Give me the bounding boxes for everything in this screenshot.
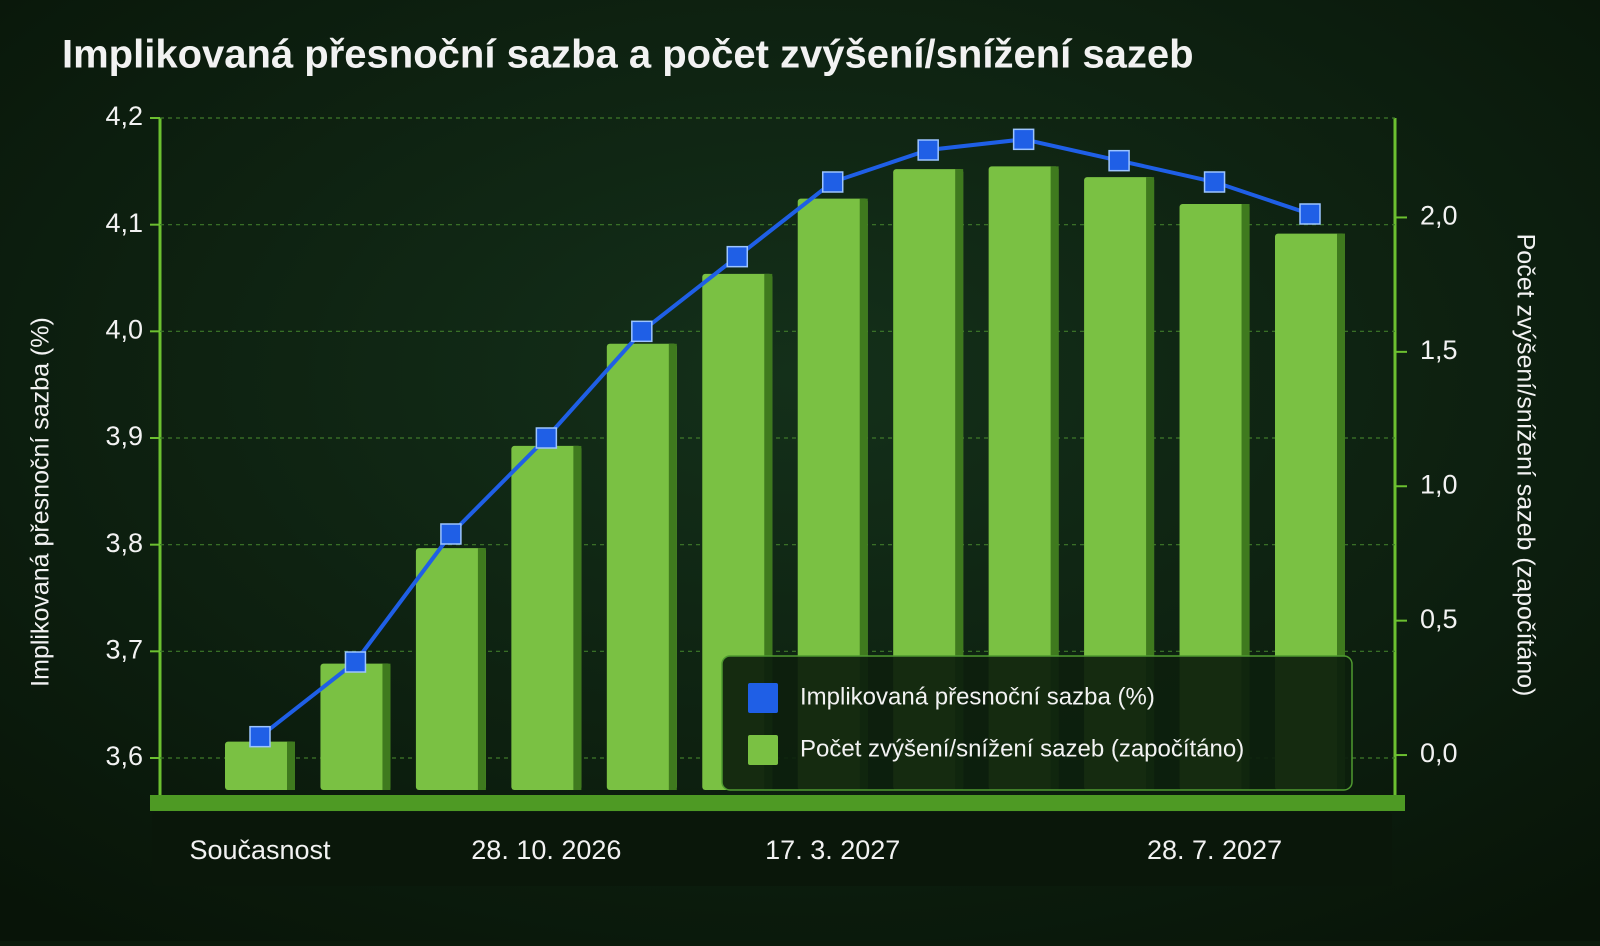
y-tick-label: 3,9 [105, 421, 143, 451]
line-marker [344, 651, 367, 673]
line-marker [1012, 128, 1035, 151]
bar-shade [668, 343, 677, 790]
legend-label: Implikovaná přesnoční sazba (%) [800, 683, 1155, 710]
y2-tick-label: 0,0 [1420, 738, 1458, 768]
bar [415, 548, 486, 790]
bar [511, 445, 582, 790]
y2-tick-label: 2,0 [1420, 201, 1458, 231]
y-tick-label: 4,1 [105, 208, 143, 238]
line-marker [1299, 203, 1321, 225]
bar-shade [1241, 204, 1250, 791]
bar-shade [287, 741, 295, 790]
bar [1084, 177, 1155, 791]
x-tick-label: 28. 7. 2027 [1147, 835, 1282, 865]
bar [225, 741, 295, 790]
bar-shade [859, 198, 868, 790]
line-marker [535, 427, 558, 449]
bar [320, 663, 391, 790]
line-marker [917, 139, 939, 161]
base-platform [150, 795, 1405, 811]
bar-shade [955, 169, 964, 790]
legend: Implikovaná přesnoční sazba (%) Počet zvý… [721, 655, 1353, 791]
y-axis-title: Implikovaná přesnoční sazba (%) [27, 317, 55, 687]
line-marker [726, 245, 749, 268]
y2-axis-title: Počet zvýšení/snížení sazeb (započítáno) [1511, 234, 1539, 697]
y-tick-label: 3,8 [105, 528, 143, 558]
bar-shade [477, 548, 486, 790]
bar [988, 166, 1059, 790]
bar [1179, 204, 1250, 791]
bar-shade [382, 663, 391, 790]
y-tick-label: 3,7 [105, 634, 143, 664]
bar [1275, 233, 1345, 791]
x-tick-label: 17. 3. 2027 [765, 835, 900, 865]
chart-title: Implikovaná přesnoční sazba a počet zvýš… [62, 33, 1194, 77]
legend-swatch [748, 683, 778, 713]
bar [606, 343, 677, 790]
y2-tick-label: 1,5 [1420, 335, 1458, 365]
y-tick-label: 4,0 [105, 314, 143, 344]
bar-shade [573, 445, 582, 790]
bar-shade [1337, 233, 1345, 791]
y-tick-label: 4,2 [105, 101, 143, 131]
y2-tick-label: 0,5 [1420, 604, 1458, 634]
bar-shade [1050, 166, 1059, 790]
bar [797, 198, 868, 790]
line-marker [1203, 171, 1226, 193]
x-label-band [152, 812, 1392, 886]
x-tick-label: Současnost [189, 835, 331, 865]
legend-swatch [748, 735, 778, 765]
legend-box [721, 655, 1353, 791]
line-marker [821, 171, 844, 193]
x-tick-label: 28. 10. 2026 [471, 835, 621, 865]
bar [893, 169, 964, 790]
bar-shade [1146, 177, 1155, 791]
line-marker [249, 725, 271, 748]
line-marker [440, 523, 462, 545]
line-marker [1108, 149, 1130, 172]
line-marker [631, 320, 653, 343]
y2-tick-label: 1,0 [1420, 469, 1458, 499]
line [258, 137, 1311, 739]
legend-label: Počet zvýšení/snížení sazeb (započítáno) [800, 735, 1244, 762]
bar-shade [764, 273, 773, 790]
y-tick-label: 3,6 [105, 741, 143, 771]
